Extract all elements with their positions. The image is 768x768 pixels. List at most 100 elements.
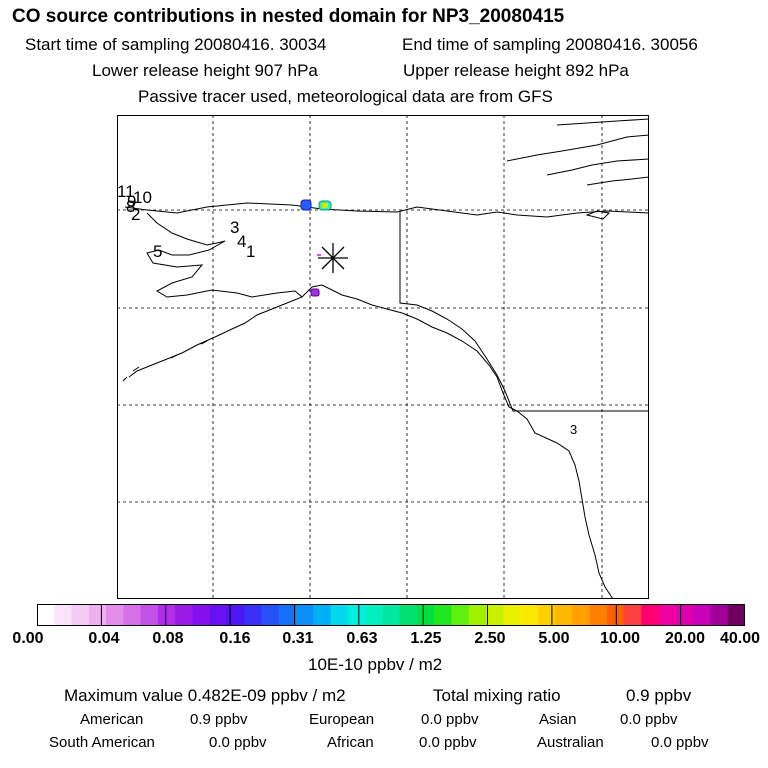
traj-label: 8 [126, 197, 135, 216]
plot-title: CO source contributions in nested domain… [12, 6, 565, 27]
region-name: European [309, 711, 375, 728]
colorbar-swatch [727, 604, 745, 626]
region-value: 0.0 ppbv [651, 734, 709, 751]
total-mixing-label: Total mixing ratio [433, 686, 561, 705]
colorbar-swatch [675, 604, 694, 626]
colorbar-tick-label: 0.00 [12, 630, 44, 647]
colorbar-swatch [468, 604, 487, 626]
colorbar-swatch [382, 604, 401, 626]
cell-blue [300, 199, 312, 211]
colorbar-border [37, 604, 745, 626]
colorbar-swatch [54, 604, 73, 626]
colorbar-swatch [503, 604, 522, 626]
aleutian-islands [122, 340, 208, 382]
colorbar-swatch [520, 604, 539, 626]
upper-release-height: Upper release height 892 hPa [403, 61, 629, 80]
colorbar-swatch [416, 604, 435, 626]
colorbar-swatch [296, 604, 314, 626]
colorbar-tick-label: 20.00 [664, 630, 706, 647]
colorbar-swatch [451, 604, 470, 626]
traj-label: 2 [131, 205, 140, 224]
colorbar-swatch [555, 604, 573, 626]
lower-release-height: Lower release height 907 hPa [92, 61, 318, 80]
lake [585, 210, 611, 220]
traj-label: 3 [570, 422, 577, 437]
coastlines [122, 118, 649, 599]
region-name: Australian [537, 734, 604, 751]
canada-border [399, 211, 649, 412]
colorbar-tick-label: 10.00 [599, 630, 641, 647]
region-value: 0.0 ppbv [419, 734, 477, 751]
traj-label: 1 [246, 242, 255, 261]
colorbar-swatch [261, 604, 280, 626]
colorbar-swatch [589, 604, 608, 626]
traj-label: 9 [127, 192, 136, 211]
cell-pink [317, 254, 321, 256]
start-time: Start time of sampling 20080416. 30034 [25, 35, 327, 54]
colorbar-swatch [572, 604, 591, 626]
colorbar-swatch [485, 604, 504, 626]
colorbar-swatch [537, 604, 556, 626]
colorbar-swatch [641, 604, 660, 626]
traj-label: 11 [117, 182, 135, 201]
colorbar-swatch [606, 604, 625, 626]
colorbar-swatch [278, 604, 297, 626]
colorbar-swatch [365, 604, 383, 626]
bc-coast [516, 410, 614, 599]
map-frame [117, 115, 649, 599]
colorbar-swatch [140, 604, 159, 626]
colorbar-swatch [175, 604, 193, 626]
colorbar-swatch [226, 604, 245, 626]
end-time: End time of sampling 20080416. 30056 [402, 35, 698, 54]
colorbar-tick-label: 1.25 [410, 630, 442, 647]
colorbar-tick-label: 40.00 [719, 630, 761, 647]
traj-label: 3 [230, 218, 239, 237]
region-name: Asian [539, 711, 577, 728]
northern-islands [506, 118, 649, 186]
colorbar-swatch [123, 604, 142, 626]
cell-purple [310, 288, 320, 297]
alaska-south-coast [301, 284, 518, 412]
traj-label: 4 [237, 232, 246, 251]
colorbar-swatch [106, 604, 124, 626]
region-value: 0.9 ppbv [190, 711, 248, 728]
colorbar-swatch [399, 604, 418, 626]
colorbar-tick-label: 0.63 [346, 630, 378, 647]
region-value: 0.0 ppbv [209, 734, 267, 751]
release-point-marker [318, 243, 348, 273]
region-value: 0.0 ppbv [421, 711, 479, 728]
map-svg: 11 10 9 8 2 3 4 1 5 3 [117, 115, 649, 599]
colorbar-swatch [157, 604, 176, 626]
region-name: South American [49, 734, 155, 751]
colorbar [37, 604, 745, 626]
colorbar-swatch [313, 604, 332, 626]
colorbar-swatch [693, 604, 711, 626]
colorbar-swatch [624, 604, 642, 626]
region-name: American [80, 711, 144, 728]
total-mixing-value: 0.9 ppbv [626, 686, 692, 705]
colorbar-units: 10E-10 ppbv / m2 [308, 655, 443, 674]
concentration-cells [300, 199, 332, 297]
colorbar-swatch [71, 604, 90, 626]
traj-label: 5 [153, 242, 162, 261]
traj-label: 10 [133, 188, 152, 207]
cell-yellow [322, 203, 328, 208]
region-value: 0.0 ppbv [620, 711, 678, 728]
colorbar-swatch [434, 604, 452, 626]
colorbar-swatch [88, 604, 107, 626]
colorbar-swatch [330, 604, 349, 626]
alaska-north-coast [124, 202, 649, 218]
colorbar-swatch [37, 604, 55, 626]
colorbar-swatch [347, 604, 366, 626]
alaska-west-coast [128, 212, 303, 378]
colorbar-tick-label: 0.04 [88, 630, 120, 647]
colorbar-swatch [658, 604, 677, 626]
max-value: Maximum value 0.482E-09 ppbv / m2 [64, 686, 346, 705]
colorbar-swatch [244, 604, 262, 626]
colorbar-swatch [192, 604, 211, 626]
colorbar-swatch [209, 604, 228, 626]
colorbar-tick-label: 2.50 [474, 630, 506, 647]
trajectory-labels: 11 10 9 8 2 3 4 1 5 3 [117, 182, 577, 437]
colorbar-swatch [710, 604, 729, 626]
colorbar-tick-label: 0.08 [152, 630, 184, 647]
